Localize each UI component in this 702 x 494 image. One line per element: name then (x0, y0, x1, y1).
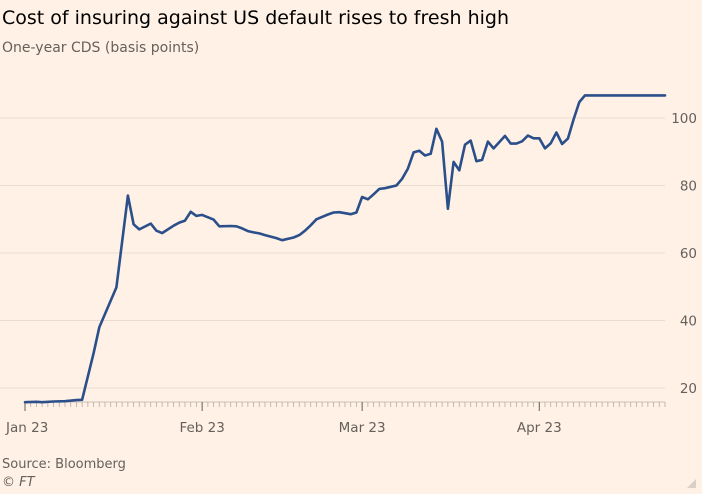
x-tick-label-jan-23: Jan 23 (5, 420, 48, 436)
x-tick-label-apr-23: Apr 23 (517, 420, 562, 436)
y-tick-label-20: 20 (680, 381, 697, 397)
y-tick-label-60: 60 (680, 246, 697, 262)
y-tick-label-80: 80 (680, 179, 697, 195)
copyright-note: © FT (2, 475, 35, 490)
chart-title: Cost of insuring against US default rise… (2, 7, 509, 29)
x-axis: Jan 23 Feb 23 Mar 23 Apr 23 (5, 401, 666, 436)
chart-subtitle: One-year CDS (basis points) (2, 40, 200, 56)
x-tick-label-mar-23: Mar 23 (339, 420, 386, 436)
y-tick-label-40: 40 (680, 314, 697, 330)
x-tick-label-feb-23: Feb 23 (179, 420, 224, 436)
y-tick-label-100: 100 (671, 111, 697, 127)
series-layer (23, 94, 667, 404)
resize-corner-icon (687, 479, 696, 488)
gridlines (0, 117, 665, 389)
source-note: Source: Bloomberg (2, 457, 126, 472)
series-line-0 (23, 94, 667, 404)
y-axis: 20 40 60 80 100 (671, 111, 697, 397)
